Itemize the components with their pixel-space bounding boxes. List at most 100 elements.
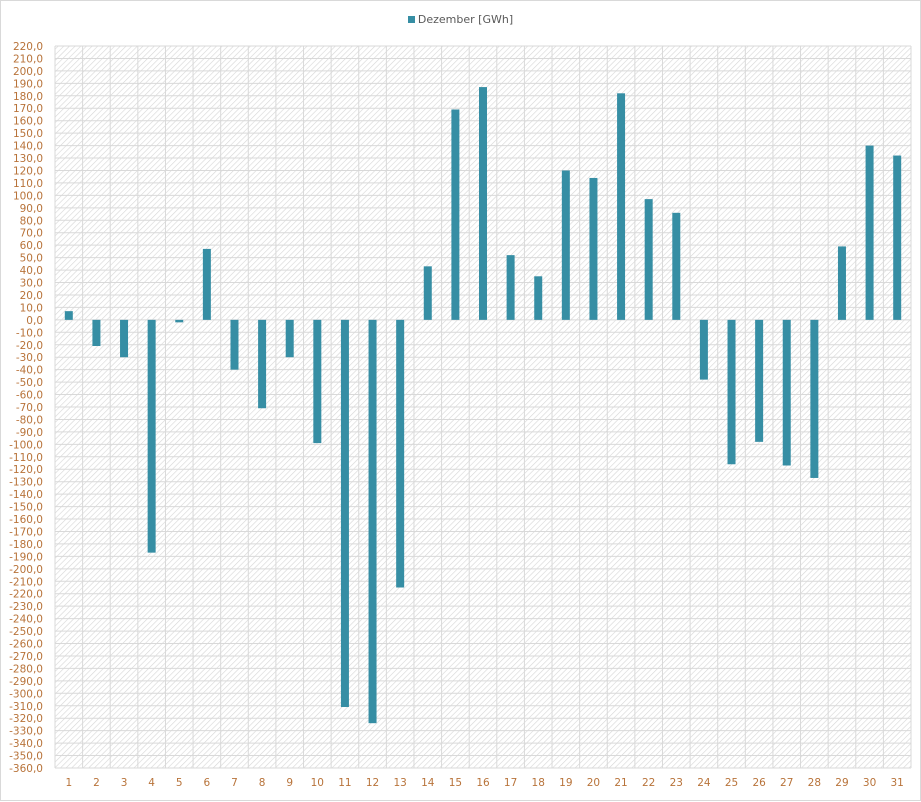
x-tick-label: 20 [587,777,600,789]
y-tick-label: 200,0 [13,66,43,78]
y-tick-label: 120,0 [13,165,43,177]
bar [506,255,515,320]
bar [396,319,405,588]
x-tick-label: 9 [286,777,293,789]
x-tick-label: 31 [891,777,904,789]
y-tick-label: 0,0 [26,315,43,327]
legend: Dezember [GWh] [1,13,920,26]
y-tick-label: -170,0 [9,526,43,538]
y-tick-label: -160,0 [9,514,43,526]
x-tick-label: 24 [697,777,711,789]
bar [534,276,543,320]
x-tick-label: 28 [808,777,821,789]
y-tick-label: -350,0 [9,751,43,763]
x-tick-label: 29 [835,777,848,789]
bar [64,311,73,320]
bar [423,266,432,320]
y-tick-label: 130,0 [13,153,43,165]
x-tick-label: 10 [311,777,324,789]
y-tick-label: 20,0 [20,290,43,302]
y-tick-label: -130,0 [9,477,43,489]
bar [202,248,211,320]
y-tick-label: -270,0 [9,651,43,663]
bar [837,246,846,320]
y-tick-label: -230,0 [9,601,43,613]
y-tick-label: 100,0 [13,190,43,202]
y-tick-label: -240,0 [9,614,43,626]
x-tick-label: 18 [532,777,545,789]
bar [644,199,653,320]
y-tick-label: -300,0 [9,688,43,700]
y-tick-label: 40,0 [20,265,43,277]
bar [92,319,101,347]
y-tick-label: -260,0 [9,639,43,651]
y-tick-label: 80,0 [20,215,43,227]
y-tick-label: -70,0 [16,402,43,414]
bar [340,319,349,708]
y-tick-label: 10,0 [20,302,43,314]
bar [893,155,902,320]
bar [672,212,681,320]
bar [782,319,791,466]
bar [175,319,184,323]
y-tick-label: -330,0 [9,726,43,738]
bar [699,319,708,380]
legend-swatch [407,16,415,23]
y-tick-label: 190,0 [13,78,43,90]
bar [285,319,294,358]
y-tick-label: -10,0 [16,327,43,339]
y-tick-label: -20,0 [16,340,43,352]
x-tick-label: 25 [725,777,738,789]
x-tick-label: 23 [670,777,683,789]
y-tick-label: -280,0 [9,663,43,675]
x-tick-label: 4 [148,777,155,789]
x-tick-label: 19 [559,777,572,789]
y-tick-label: -310,0 [9,701,43,713]
bar [451,109,460,320]
bar [258,319,267,409]
x-tick-label: 12 [366,777,379,789]
y-tick-label: -200,0 [9,564,43,576]
x-tick-label: 2 [93,777,100,789]
y-tick-label: -320,0 [9,713,43,725]
bar [230,319,239,370]
x-tick-label: 15 [449,777,462,789]
y-tick-label: 150,0 [13,128,43,140]
x-tick-label: 16 [476,777,490,789]
y-tick-label: 90,0 [20,203,43,215]
bar [120,319,129,358]
x-tick-label: 1 [65,777,72,789]
y-tick-label: -120,0 [9,464,43,476]
x-tick-label: 13 [393,777,406,789]
y-tick-label: 210,0 [13,53,43,65]
bar [313,319,322,444]
bar [589,177,598,320]
y-tick-label: -110,0 [9,452,43,464]
y-tick-label: -210,0 [9,576,43,588]
legend-label: Dezember [GWh] [417,13,514,26]
y-tick-label: -100,0 [9,439,43,451]
bar [479,87,487,320]
x-tick-label: 17 [504,777,517,789]
y-tick-label: -360,0 [9,763,43,775]
bar [147,319,156,553]
y-tick-label: -250,0 [9,626,43,638]
y-tick-label: 160,0 [13,116,43,128]
x-tick-label: 30 [863,777,876,789]
x-tick-label: 14 [421,777,435,789]
x-tick-label: 26 [752,777,766,789]
y-tick-label: -90,0 [16,427,43,439]
y-tick-label: -60,0 [16,390,43,402]
y-tick-label: -30,0 [16,352,43,364]
y-tick-label: -150,0 [9,502,43,514]
x-tick-label: 22 [642,777,655,789]
y-tick-label: -290,0 [9,676,43,688]
x-tick-label: 27 [780,777,793,789]
bar [755,319,764,442]
y-tick-label: 220,0 [13,41,43,53]
y-tick-label: 170,0 [13,103,43,115]
bar [617,93,626,320]
bar [561,170,570,320]
x-tick-label: 11 [338,777,351,789]
